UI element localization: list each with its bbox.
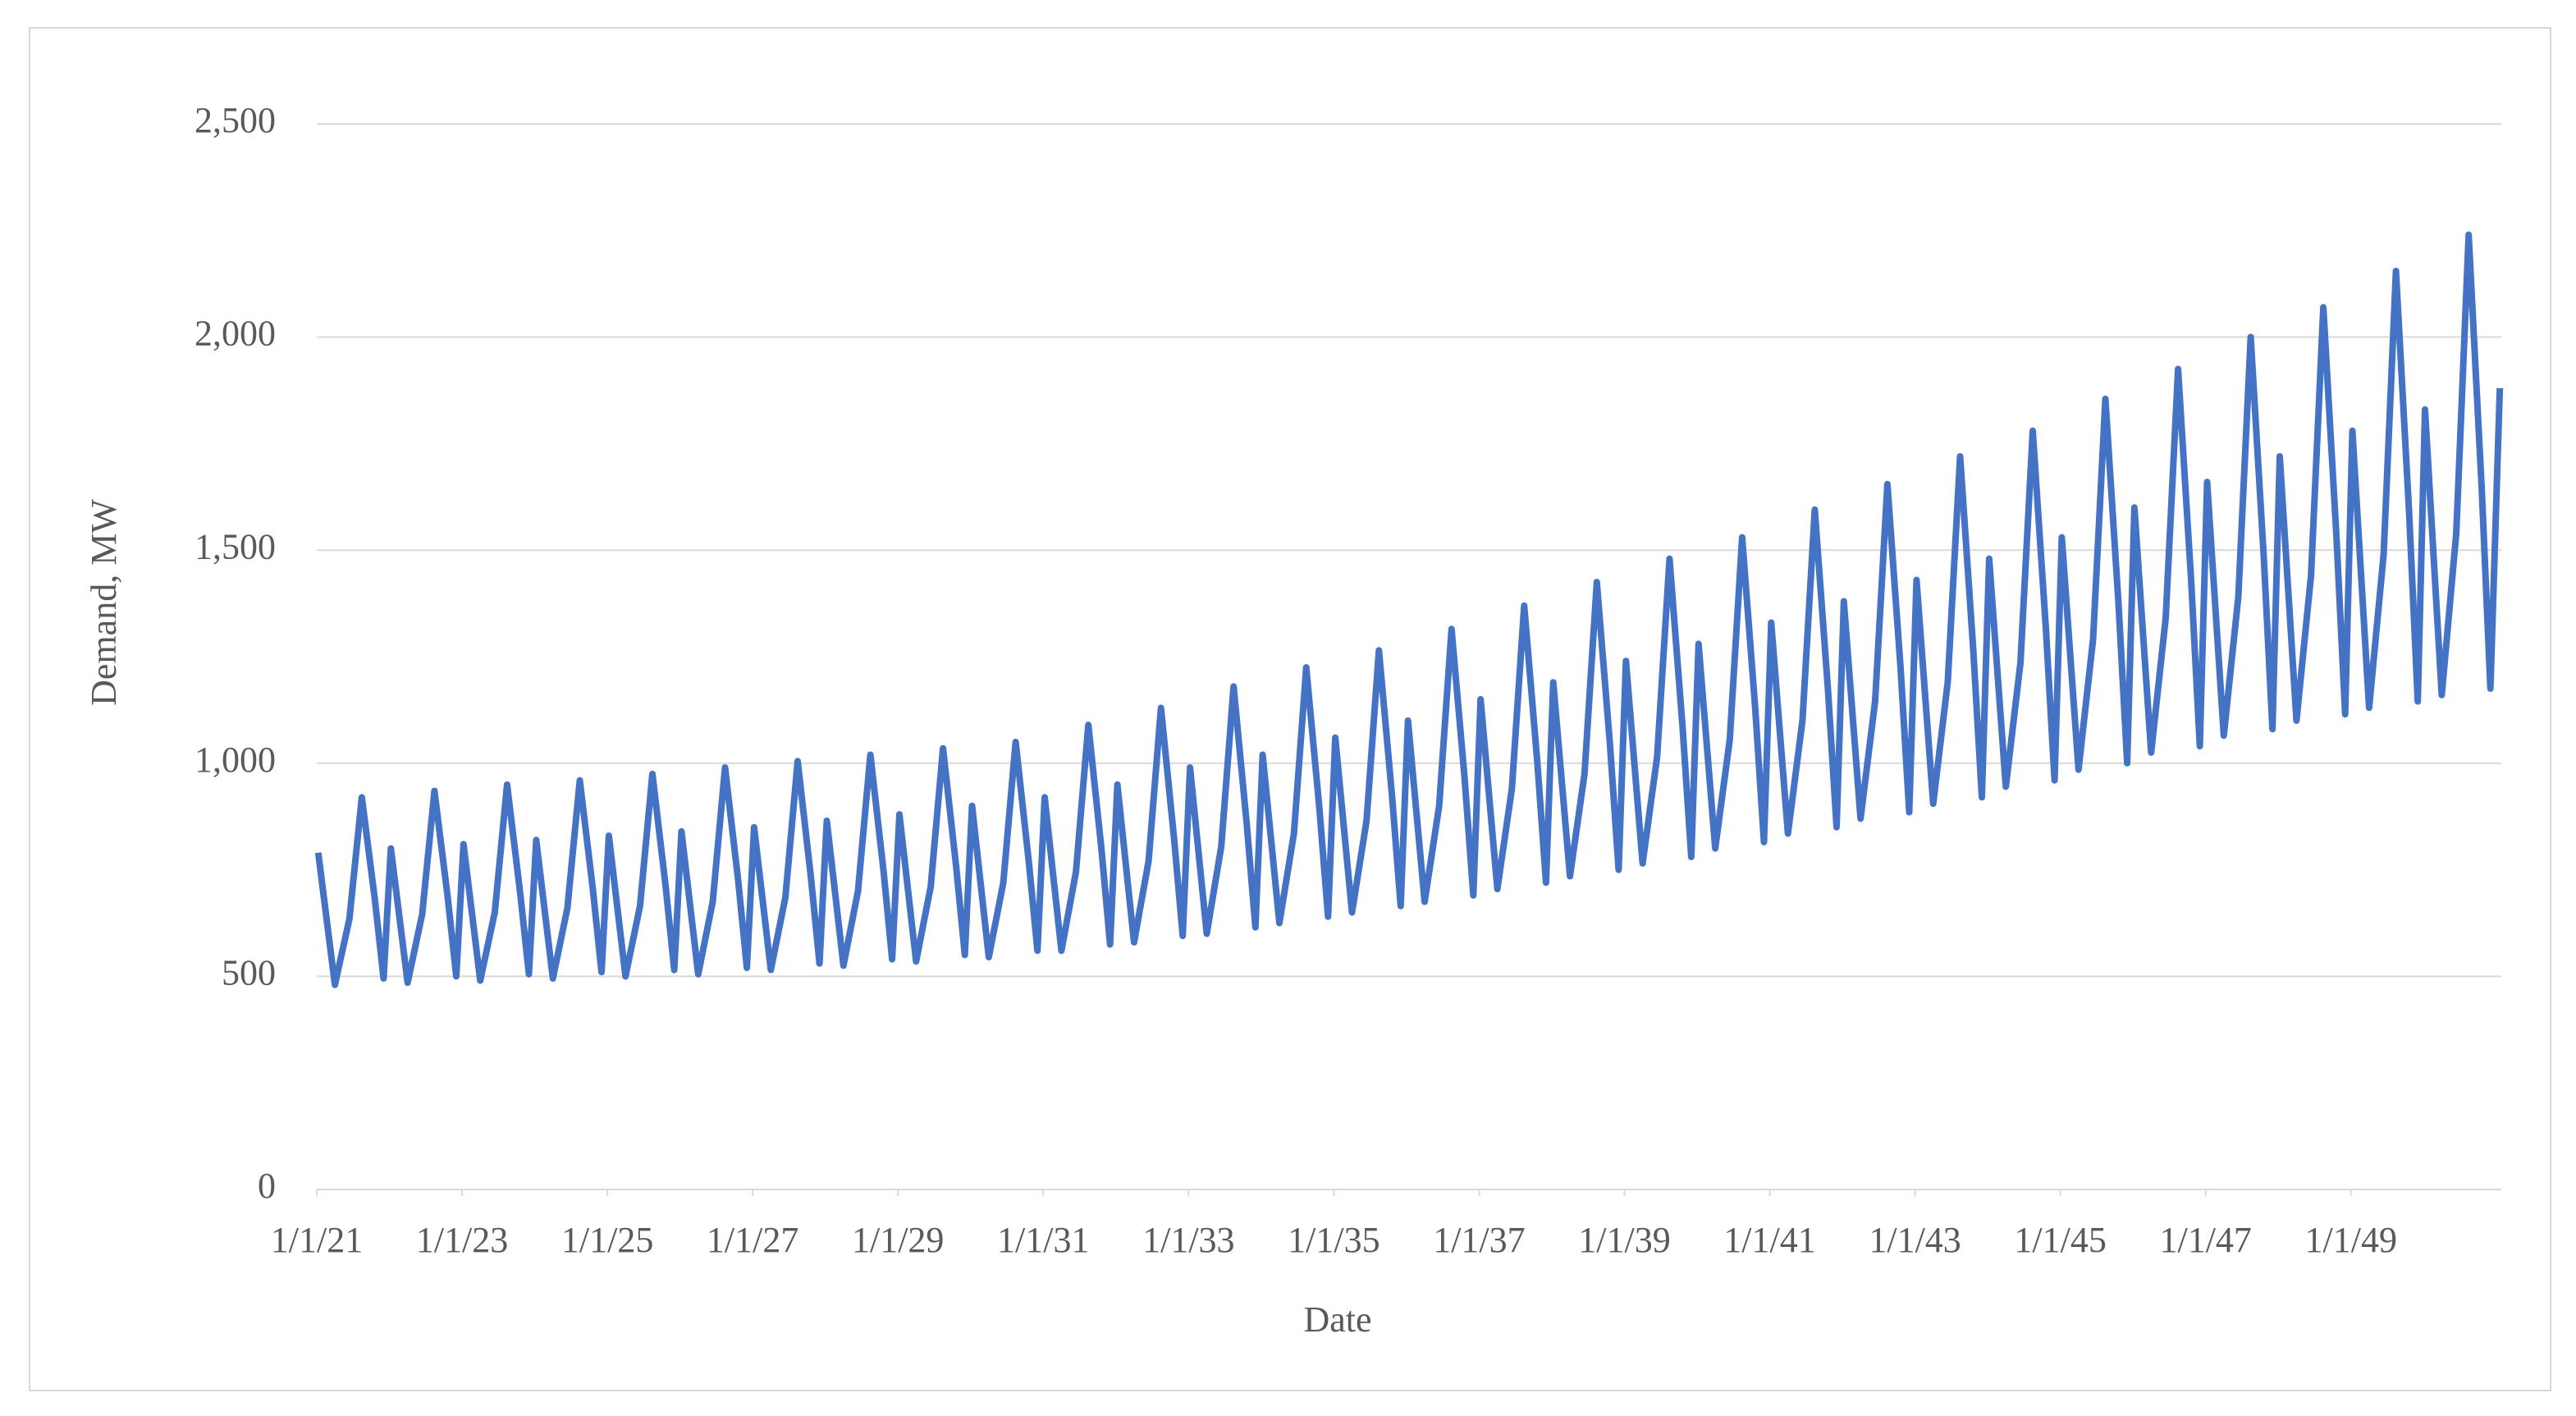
x-tick-label: 1/1/45	[2014, 1220, 2106, 1260]
x-axis-title: Date	[1303, 1299, 1371, 1340]
demand-line	[314, 231, 2504, 988]
x-tick-label: 1/1/27	[707, 1220, 798, 1260]
chart-border	[29, 27, 2551, 1391]
x-tick-label: 1/1/47	[2159, 1220, 2251, 1260]
x-tick-label: 1/1/31	[997, 1220, 1089, 1260]
x-tick-label: 1/1/49	[2305, 1220, 2397, 1260]
x-tick-label: 1/1/41	[1723, 1220, 1815, 1260]
x-tick-label: 1/1/21	[271, 1220, 363, 1260]
x-tick-label: 1/1/23	[416, 1220, 508, 1260]
y-tick-label: 1,500	[194, 526, 276, 566]
y-tick-label: 0	[258, 1166, 276, 1206]
x-tick-label: 1/1/33	[1142, 1220, 1234, 1260]
x-tick-label: 1/1/25	[561, 1220, 653, 1260]
x-tick-label: 1/1/39	[1578, 1220, 1670, 1260]
y-tick-label: 1,000	[194, 740, 276, 780]
x-tick-label: 1/1/43	[1869, 1220, 1961, 1260]
y-axis-title: Demand, MW	[84, 499, 124, 706]
y-tick-label: 2,000	[194, 314, 276, 354]
x-tick-label: 1/1/35	[1288, 1220, 1380, 1260]
y-tick-label: 500	[222, 952, 276, 992]
x-tick-label: 1/1/29	[852, 1220, 944, 1260]
x-tick-label: 1/1/37	[1433, 1220, 1525, 1260]
plot-area	[314, 231, 2504, 988]
y-tick-label: 2,500	[194, 100, 276, 140]
